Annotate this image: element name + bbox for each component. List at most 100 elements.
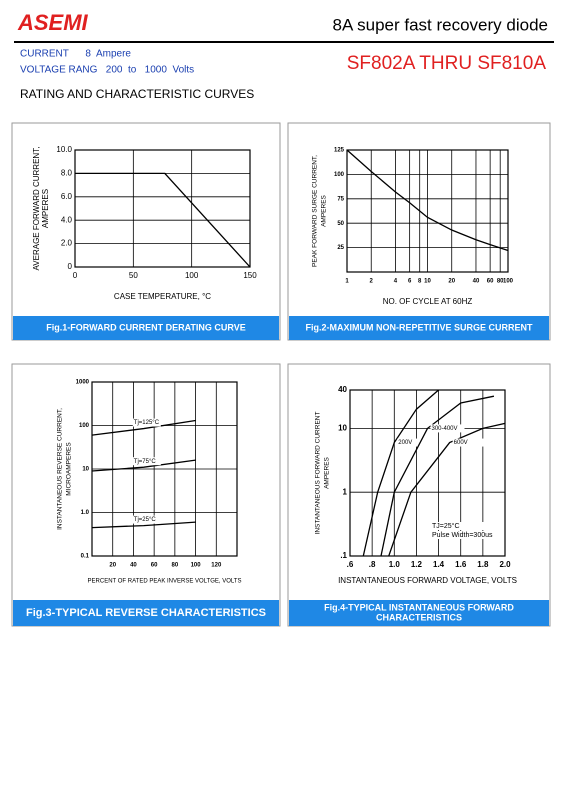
y-tick-label: .1 — [340, 551, 347, 560]
x-tick-label: 1.0 — [389, 560, 401, 569]
x-tick-label: 40 — [130, 563, 137, 569]
series-line — [388, 422, 506, 557]
y-tick-label: 125 — [334, 148, 345, 154]
y-axis-label: MICROAMPERES — [66, 442, 73, 496]
series-label: 300-400V — [432, 426, 458, 432]
x-tick-label: 1.8 — [477, 560, 489, 569]
annotation: TJ=25°C — [432, 522, 460, 530]
y-tick-label: 100 — [334, 172, 345, 178]
x-tick-label: 20 — [109, 563, 116, 569]
x-tick-label: 150 — [243, 271, 257, 280]
label-bg — [132, 457, 161, 466]
series-label: Tj=125°C — [134, 420, 160, 426]
caption-bar — [289, 600, 549, 626]
caption-bar — [289, 316, 549, 340]
y-tick-label: 25 — [337, 245, 344, 251]
y-tick-label: 75 — [337, 196, 344, 202]
y-axis-label: AMPERES — [41, 189, 50, 228]
series-label: Tj=75°C — [134, 459, 157, 465]
x-tick-label: 10 — [424, 279, 431, 285]
y-axis-label: INSTANTANEOUS REVERSE CURRENT, — [57, 408, 64, 530]
series-label: 600V — [454, 440, 468, 446]
plot-frame — [349, 389, 506, 557]
x-axis-label: INSTANTANEOUS FORWARD VOLTAGE, VOLTS — [338, 576, 517, 585]
y-tick-label: 0 — [68, 262, 73, 271]
x-tick-label: 100 — [185, 271, 199, 280]
y-tick-label: 6.0 — [61, 192, 73, 201]
caption: Fig.1-FORWARD CURRENT DERATING CURVE — [46, 322, 246, 332]
plot-frame — [74, 149, 251, 268]
y-tick-label: 0.1 — [81, 554, 90, 560]
x-tick-label: 1.2 — [411, 560, 423, 569]
label-bg — [430, 424, 465, 433]
x-tick-label: 1.6 — [455, 560, 467, 569]
label-bg — [132, 418, 161, 427]
x-tick-label: .6 — [347, 560, 354, 569]
y-tick-label: 10 — [82, 467, 89, 473]
y-tick-label: 2.0 — [61, 239, 73, 248]
doc-title: 8A super fast recovery diode — [333, 15, 548, 34]
caption: Fig.4-TYPICAL INSTANTANEOUS FORWARD — [324, 602, 514, 612]
annotation: Pulse Width=300us — [432, 532, 493, 539]
series-line — [91, 419, 196, 436]
x-tick-label: 120 — [211, 563, 222, 569]
y-tick-label: 10 — [338, 424, 347, 433]
caption-bar — [13, 600, 279, 626]
panel — [11, 363, 281, 627]
x-tick-label: 8 — [418, 279, 422, 285]
y-tick-label: 1.0 — [81, 510, 90, 516]
logo: ASEMI — [17, 10, 89, 35]
x-tick-label: 6 — [408, 279, 412, 285]
y-tick-label: 10.0 — [56, 145, 72, 154]
x-axis-label: CASE TEMPERATURE, °C — [114, 292, 211, 301]
label-bg — [430, 531, 498, 539]
caption: Fig.2-MAXIMUM NON-REPETITIVE SURGE CURRE… — [305, 322, 533, 332]
label-bg — [397, 438, 432, 447]
part-number: SF802A THRU SF810A — [347, 53, 547, 74]
y-tick-label: 50 — [337, 221, 344, 227]
y-tick-label: 1 — [343, 487, 348, 496]
panel — [287, 363, 551, 627]
x-tick-label: 2 — [370, 279, 374, 285]
x-tick-label: 60 — [151, 563, 158, 569]
x-axis-label: NO. OF CYCLE AT 60HZ — [383, 297, 473, 306]
y-tick-label: 40 — [338, 385, 347, 394]
y-axis-label: AVERAGE FORWARD CURRENT, — [32, 147, 41, 271]
x-tick-label: 80 — [172, 563, 179, 569]
y-axis-label: AMPERES — [321, 194, 328, 226]
x-axis-label: PERCENT OF RATED PEAK INVERSE VOLTGE, VO… — [88, 579, 242, 585]
panel — [287, 122, 551, 341]
label-bg — [132, 515, 161, 524]
label-bg — [452, 438, 487, 447]
series-line — [91, 459, 196, 472]
series-line — [380, 395, 495, 557]
y-axis-label: PEAK FORWARD SURGE CURRENT, — [312, 155, 319, 267]
y-tick-label: 4.0 — [61, 215, 73, 224]
plot-frame — [346, 149, 509, 273]
y-tick-label: 1000 — [76, 380, 90, 386]
series-line — [75, 172, 251, 268]
series-line — [91, 521, 196, 529]
y-axis-label: INSTANTANEOUS FORWARD CURRENT — [315, 412, 322, 535]
x-tick-label: 0 — [73, 271, 78, 280]
x-tick-label: 50 — [129, 271, 138, 280]
x-tick-label: 80 — [497, 279, 504, 285]
section-title: RATING AND CHARACTERISTIC CURVES — [20, 87, 254, 101]
x-tick-label: 1.4 — [433, 560, 445, 569]
caption: CHARACTERISTICS — [376, 612, 462, 622]
x-tick-label: 20 — [448, 279, 455, 285]
series-label: 200V — [398, 440, 412, 446]
label-bg — [430, 522, 498, 530]
x-tick-label: 2.0 — [499, 560, 511, 569]
series-label: Tj=25°C — [134, 517, 157, 523]
y-tick-label: 100 — [79, 423, 90, 429]
x-tick-label: .8 — [369, 560, 376, 569]
caption-bar — [13, 316, 279, 340]
x-tick-label: 40 — [473, 279, 480, 285]
series-line — [362, 389, 439, 557]
x-tick-label: 100 — [503, 279, 514, 285]
y-tick-label: 8.0 — [61, 169, 73, 178]
spec: CURRENT 8 Ampere — [20, 49, 131, 60]
